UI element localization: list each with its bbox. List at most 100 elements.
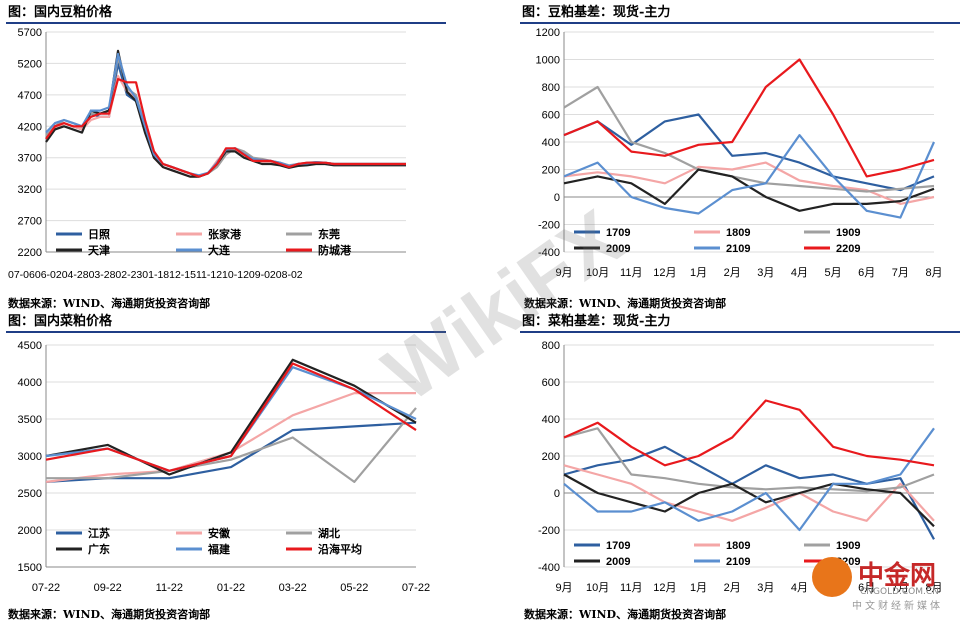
x-tick-label: 1月: [690, 582, 707, 594]
series-line: [563, 464, 935, 522]
legend-label: 广东: [88, 542, 110, 556]
x-tick-label: 05-22: [340, 582, 368, 594]
y-tick-label: 3700: [18, 153, 42, 165]
series-line: [563, 161, 935, 205]
panel-rapeseed-meal-price: 图：国内菜粕价格 1500 2000 2500 3000 3500 4000 4500 07-…: [6, 313, 446, 603]
series-line: [45, 362, 417, 472]
x-tick-label: 12月: [653, 267, 676, 279]
chart-soymeal-price: 2200 2700 3200 3700 4200 4700 5200 5700 07-0606-…: [8, 27, 406, 281]
series-line: [46, 407, 417, 483]
x-tick-label: 6月: [858, 582, 875, 594]
y-tick-label: 1500: [18, 562, 42, 574]
y-tick-label: -400: [538, 247, 560, 259]
x-tick-label: 8月: [925, 582, 942, 594]
x-tick-label: 10月: [586, 267, 609, 279]
chart-soymeal-basis: -400 -200 0 200 400 600 800 1000 1200 9月 10月 11月 12月…: [536, 27, 943, 279]
x-tick-label: 9月: [555, 582, 572, 594]
series-line: [563, 85, 935, 193]
legend-label: 2109: [726, 243, 750, 255]
y-tick-label: 800: [542, 82, 560, 94]
logo-name: 中金网: [858, 561, 937, 591]
legend-label: 1709: [606, 227, 630, 239]
chart-rapeseed-meal-price: 1500 2000 2500 3000 3500 4000 4500 07-22 09-22 11…: [18, 340, 431, 594]
x-tick-label: 3月: [757, 267, 774, 279]
x-tick-label: 12月: [653, 582, 676, 594]
legend-label: 1809: [726, 540, 750, 552]
source-note: 数据来源：WIND、海通期货投资咨询部: [8, 297, 211, 310]
y-tick-label: 4200: [18, 121, 42, 133]
legend-label: 1809: [726, 227, 750, 239]
x-tick-label: 6月: [858, 267, 875, 279]
legend-label: 沿海平均: [318, 542, 362, 556]
x-tick-label: 5月: [825, 267, 842, 279]
y-tick-label: 0: [554, 192, 560, 204]
source-note: 数据来源：WIND、海通期货投资咨询部: [524, 608, 727, 621]
x-tick-label: 4月: [791, 267, 808, 279]
y-tick-label: 1200: [536, 27, 560, 39]
legend-label: 2209: [836, 243, 860, 255]
x-tick-label: 9月: [555, 267, 572, 279]
source-note: 数据来源：WIND、海通期货投资咨询部: [524, 297, 727, 310]
legend-label: 防城港: [318, 243, 352, 257]
y-tick-label: 3000: [18, 451, 42, 463]
y-tick-label: 600: [542, 110, 560, 122]
series-line: [563, 133, 936, 219]
y-tick-label: -200: [538, 220, 560, 232]
y-tick-label: 2700: [18, 216, 42, 228]
source-note: 数据来源：WIND、海通期货投资咨询部: [8, 608, 211, 621]
series-line: [563, 58, 935, 178]
y-tick-label: 0: [554, 488, 560, 500]
legend-label: 2009: [606, 556, 630, 568]
y-tick-label: 600: [542, 377, 560, 389]
x-tick-label: 03-22: [279, 582, 307, 594]
y-tick-label: 200: [542, 451, 560, 463]
y-tick-label: 2200: [18, 247, 42, 259]
series-line: [563, 399, 935, 467]
legend-label: 1709: [606, 540, 630, 552]
y-tick-label: -400: [538, 562, 560, 574]
y-tick-label: 4500: [18, 340, 42, 352]
legend-label: 江苏: [88, 526, 110, 540]
chart-title: 图：国内菜粕价格: [6, 313, 446, 333]
x-tick-label: 07-0606-0204-2803-2802-2301-1812-1511-12…: [8, 269, 303, 281]
logo-subtitle: 中文财经新媒体: [852, 601, 943, 612]
y-tick-label: 5200: [18, 58, 42, 70]
y-tick-label: 1000: [536, 55, 560, 67]
y-tick-label: 2500: [18, 488, 42, 500]
chart-title: 图：菜粕基差：现货-主力: [520, 313, 960, 333]
logo-circle-icon: [812, 557, 852, 597]
series-line: [45, 77, 406, 178]
x-tick-label: 07-22: [402, 582, 430, 594]
x-tick-label: 2月: [724, 582, 741, 594]
y-tick-label: 200: [542, 165, 560, 177]
x-tick-label: 11月: [620, 267, 642, 279]
x-tick-label: 7月: [892, 267, 909, 279]
panel-soymeal-price: 图：国内豆粕价格 2200 2700 3200 3700 4200 4700 5200 570…: [6, 4, 446, 294]
y-tick-label: 400: [542, 414, 560, 426]
y-tick-label: 3200: [18, 184, 42, 196]
y-tick-label: -200: [538, 525, 560, 537]
legend-label: 1909: [836, 227, 860, 239]
series-line: [563, 473, 935, 528]
chart-title: 图：豆粕基差：现货-主力: [520, 4, 960, 24]
series-line: [45, 62, 406, 178]
site-logo: 中金网 CNGOLD.COM.CN 中文财经新媒体: [808, 551, 958, 612]
x-tick-label: 8月: [925, 267, 942, 279]
legend-label: 张家港: [208, 227, 242, 241]
legend-label: 湖北: [318, 526, 340, 540]
x-tick-label: 7月: [892, 582, 909, 594]
x-tick-label: 10月: [586, 582, 609, 594]
y-tick-label: 4000: [18, 377, 42, 389]
series-line: [45, 391, 416, 483]
x-tick-label: 4月: [791, 582, 808, 594]
y-tick-label: 2000: [18, 525, 42, 537]
x-tick-label: 2月: [724, 267, 741, 279]
series-line: [563, 427, 935, 532]
series-line: [563, 113, 935, 192]
x-tick-label: 11月: [620, 582, 642, 594]
legend-label: 大连: [208, 243, 231, 257]
y-tick-label: 3500: [18, 414, 42, 426]
panel-soymeal-basis: 图：豆粕基差：现货-主力 -400 -200 0 200 400 600 800 1000 12…: [520, 4, 960, 294]
y-tick-label: 4700: [18, 90, 42, 102]
series-line: [45, 358, 417, 476]
